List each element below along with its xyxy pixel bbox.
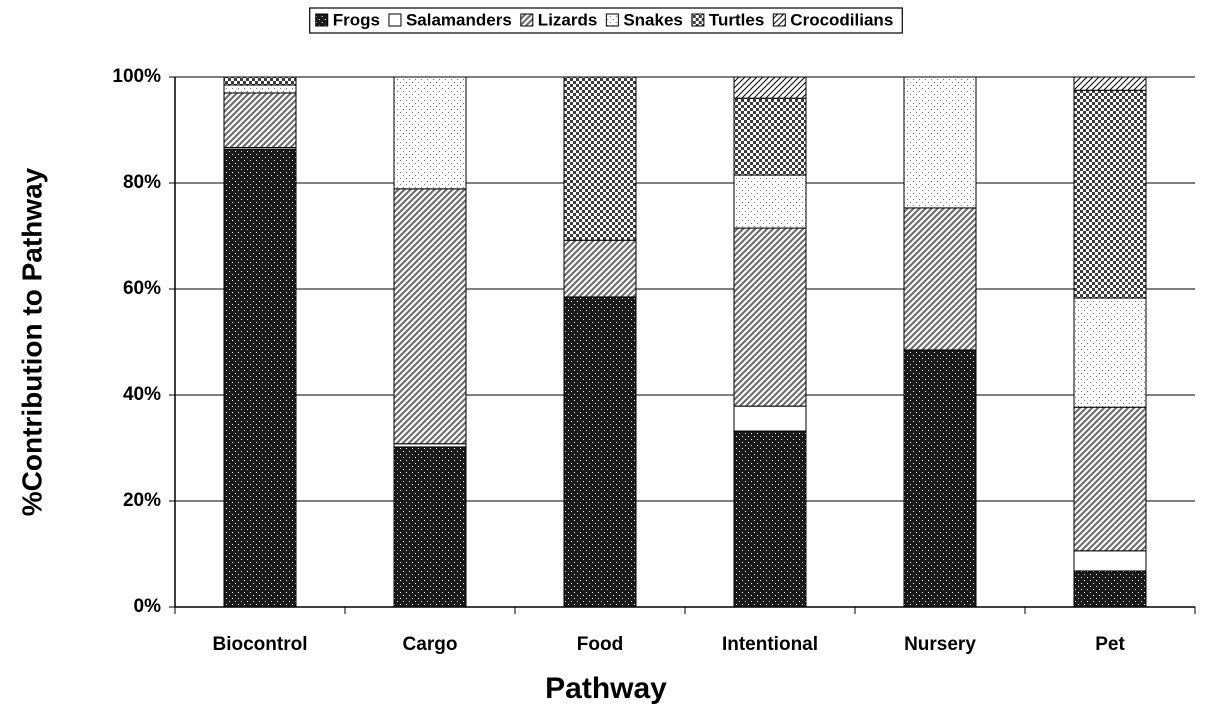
bar-segment <box>733 405 807 432</box>
bar-segment <box>1073 570 1147 608</box>
bar-segment <box>903 76 977 209</box>
x-tick-label: Food <box>577 634 623 655</box>
legend-label: Crocodilians <box>790 10 893 29</box>
bar-segment <box>1073 550 1147 572</box>
bar-segment <box>903 349 977 608</box>
bar-segment <box>1073 406 1147 552</box>
bar-segment <box>223 148 297 608</box>
x-tick-label: Intentional <box>722 634 818 655</box>
bar-segment <box>223 84 297 94</box>
bar-segment <box>733 97 807 176</box>
bar-segment <box>1073 76 1147 91</box>
y-tick-label: 0% <box>134 596 162 617</box>
bar-segment <box>733 76 807 99</box>
y-tick-label: 100% <box>112 66 161 87</box>
legend-label: Salamanders <box>406 10 512 29</box>
bar-segment <box>733 227 807 407</box>
bar-segment <box>393 76 467 190</box>
bar-segment <box>393 446 467 608</box>
legend-swatch <box>520 13 534 27</box>
y-tick-label: 60% <box>123 278 161 299</box>
bar-segment <box>393 188 467 445</box>
y-tick-label: 40% <box>123 384 161 405</box>
x-tick-label: Cargo <box>403 634 458 655</box>
x-tick-label: Pet <box>1095 634 1125 655</box>
legend-label: Turtles <box>709 10 764 29</box>
y-tick-label: 80% <box>123 172 161 193</box>
bar-segment <box>1073 297 1147 408</box>
bar-segment <box>1073 89 1147 299</box>
bar-segment <box>903 207 977 351</box>
legend: Frogs Salamanders Lizards Snakes Turtles Croc… <box>315 10 893 29</box>
legend-label: Lizards <box>538 10 598 29</box>
legend-swatch <box>605 13 619 27</box>
x-axis-label: Pathway <box>545 672 667 705</box>
legend-box <box>309 7 903 34</box>
legend-swatch <box>388 13 402 27</box>
bar-segment <box>733 174 807 229</box>
legend-swatch <box>691 13 705 27</box>
bar-segment <box>223 92 297 148</box>
x-tick-label: Nursery <box>904 634 976 655</box>
bar-segment <box>733 430 807 608</box>
x-tick-label: Biocontrol <box>213 634 308 655</box>
bar-segment <box>563 239 637 298</box>
legend-swatch <box>315 13 329 27</box>
legend-swatch <box>772 13 786 27</box>
legend-label: Snakes <box>623 10 683 29</box>
legend-label: Frogs <box>333 10 380 29</box>
bar-segment <box>563 76 637 241</box>
y-tick-label: 20% <box>123 490 161 511</box>
bar-segment <box>563 296 637 608</box>
bar-segment <box>223 76 297 86</box>
y-axis-label: %Contribution to Pathway <box>16 167 47 516</box>
